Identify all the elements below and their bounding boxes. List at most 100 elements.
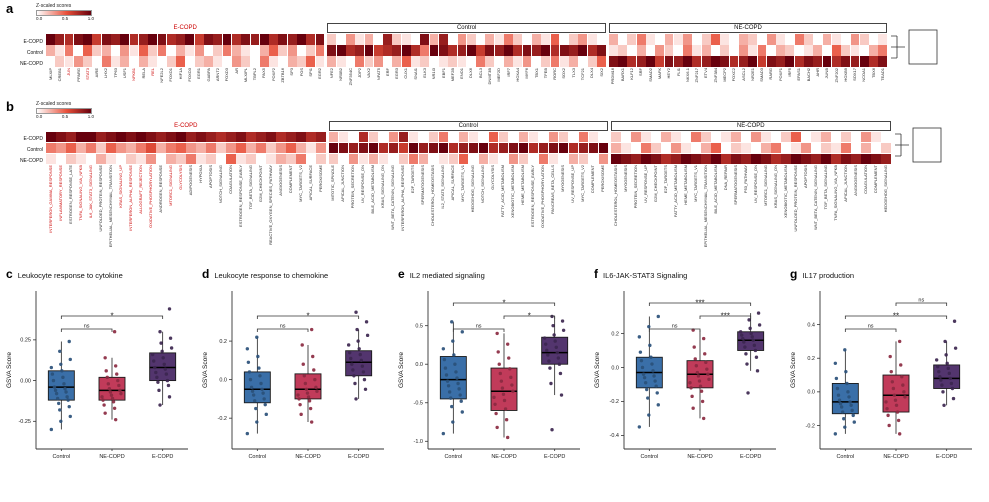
heatmap-cell: [621, 142, 631, 153]
data-point: [162, 362, 166, 366]
data-point: [692, 345, 696, 349]
heatmap-cell: [671, 131, 681, 142]
significance-label: *: [528, 312, 531, 321]
heatmap-cell: [738, 45, 748, 56]
heatmap-group-e-copd: E-COPD MLXIP CREB1 JUN PPARG STAT3 AIRE LHX2 TP6…: [46, 23, 325, 94]
heatmap-column-label: SIX2: [598, 67, 604, 77]
heatmap-cell: [297, 34, 306, 45]
heatmap-cluster-bracket: [889, 28, 941, 73]
heatmap-cell: [611, 153, 621, 164]
heatmap-cell: [401, 45, 411, 56]
heatmap-column-label: ZNF202: [833, 67, 839, 82]
heatmap-cell: [804, 34, 813, 45]
heatmap-cell: [259, 34, 269, 45]
x-tick-label: Control: [52, 454, 70, 460]
heatmap-column-label: XENOBIOTIC_METABOLISM: [782, 165, 788, 218]
heatmap-cell: [568, 153, 578, 164]
heatmap-column-label: IRF7: [505, 67, 511, 77]
panel-e: e IL2 mediated signaling -1.0 -0.5 0.0 0.5 G…: [394, 267, 587, 470]
heatmap-column-label: PROTEIN_SECRETION: [632, 165, 638, 209]
heatmap-cell: [116, 131, 126, 142]
data-point: [59, 419, 63, 424]
heatmap-cell: [106, 142, 116, 153]
heatmap-cell: [578, 56, 588, 67]
heatmap-cell: [559, 34, 569, 45]
data-point: [833, 432, 838, 436]
heatmap-cell: [276, 142, 286, 153]
heatmap-column-label: PROTEIN_SECRETION: [350, 165, 356, 209]
heatmap-cell: [120, 34, 130, 45]
heatmap-cell: [206, 131, 216, 142]
heatmap-column-label: BILE_ACID_METABOLISM: [370, 165, 376, 214]
heatmap-cell: [597, 34, 606, 45]
data-point: [647, 413, 651, 417]
heatmap-cell: [531, 56, 541, 67]
heatmap-column-label: UNFOLDED_PROTEIN_RESPONSE: [97, 165, 103, 232]
significance-bracket: [256, 328, 309, 332]
heatmap-cell: [96, 153, 106, 164]
heatmap-cell: [531, 45, 541, 56]
heatmap-cell: [111, 45, 120, 56]
data-point: [445, 379, 450, 383]
heatmap-column-label: TP63: [112, 67, 118, 78]
heatmap-cell: [558, 131, 568, 142]
heatmap-cell: [355, 34, 365, 45]
data-point: [850, 408, 854, 413]
significance-label: **: [893, 312, 899, 321]
heatmap-cell: [751, 131, 761, 142]
heatmap-cell: [568, 131, 578, 142]
heatmap-cell: [692, 34, 702, 45]
y-tick-label: -0.25: [18, 419, 31, 425]
heatmap-cell: [504, 45, 513, 56]
legend-tick: 0.0: [36, 113, 43, 119]
heatmap-cell: [618, 45, 627, 56]
heatmap-cell: [46, 153, 56, 164]
data-point: [307, 399, 312, 403]
heatmap-cell: [508, 131, 518, 142]
heatmap-cell: [720, 45, 730, 56]
heatmap-column-label: IL2_STAT5_SIGNALING: [440, 165, 446, 209]
data-point: [112, 406, 117, 410]
heatmap-cell: [661, 142, 671, 153]
data-point: [843, 425, 847, 429]
data-point: [653, 379, 657, 383]
heatmap-cell: [46, 131, 56, 142]
heatmap-cell: [513, 34, 523, 45]
data-point: [257, 366, 261, 370]
heatmap-cell: [129, 56, 139, 67]
data-point: [937, 369, 941, 374]
heatmap-column-label: PEROXISOME: [600, 165, 606, 192]
heatmap-cell: [841, 153, 851, 164]
legend-tick: 1.0: [87, 113, 94, 119]
heatmap-column-label: WNT_BETA_CATENIN_SIGNALING: [390, 165, 396, 230]
data-point: [556, 356, 561, 360]
heatmap-column-label: ANDROGEN_RESPONSE: [157, 165, 163, 213]
heatmap-cell: [636, 45, 646, 56]
data-point: [443, 366, 448, 370]
heatmap-cell: [46, 142, 56, 153]
y-tick-label: -0.2: [806, 423, 815, 429]
data-point: [744, 352, 748, 356]
heatmap-cell: [766, 45, 776, 56]
heatmap-cell: [664, 56, 674, 67]
heatmap-cell: [346, 34, 355, 45]
heatmap-cell: [598, 142, 608, 153]
significance-bracket: [452, 328, 505, 332]
heatmap-cell: [731, 153, 741, 164]
heatmap-cell: [871, 142, 881, 153]
heatmap-cell: [811, 131, 821, 142]
heatmap-cell: [388, 142, 398, 153]
heatmap-cell: [587, 45, 597, 56]
heatmap-cell: [488, 142, 498, 153]
data-point: [651, 369, 655, 373]
data-point: [107, 387, 112, 391]
heatmap-cell: [522, 56, 532, 67]
data-point: [103, 411, 107, 415]
heatmap-column-label: REL: [149, 67, 155, 76]
heatmap-cell: [478, 131, 488, 142]
heatmap-cell: [488, 131, 498, 142]
data-point: [102, 403, 106, 407]
heatmap-cell: [438, 153, 448, 164]
heatmap-column-label: TFEB: [542, 67, 548, 78]
heatmap-cell: [156, 131, 166, 142]
